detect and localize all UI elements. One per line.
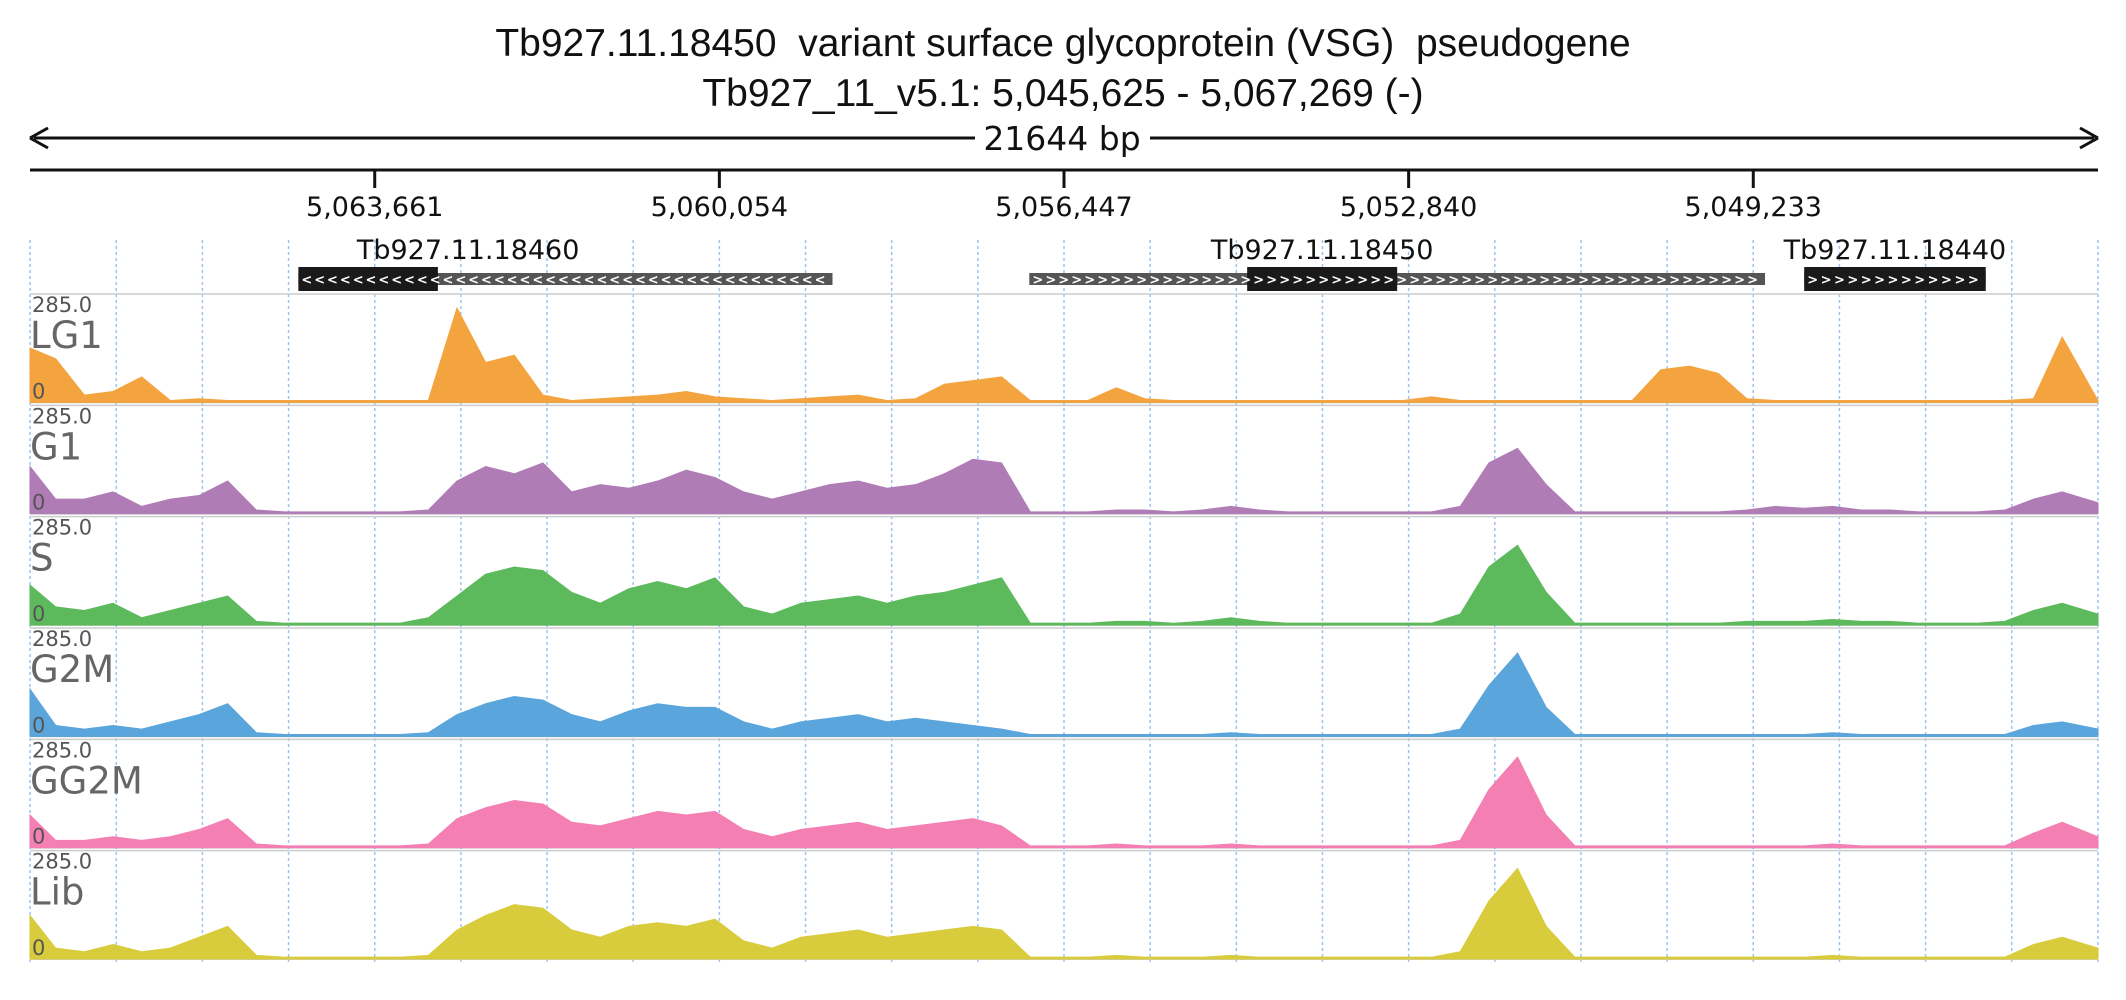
track-ymin-label: 0 [32, 936, 45, 960]
coverage-area [29, 544, 2099, 626]
span-arrow-right-icon [2079, 126, 2099, 150]
track-ymax-label: 285.0 [32, 404, 92, 428]
coverage-track-lg1: 285.0 0 LG1 [29, 293, 2099, 403]
track-ymin-label: 0 [32, 825, 45, 849]
coverage-area [29, 306, 2099, 403]
axis-tick-label: 5,049,233 [1685, 192, 1822, 223]
strand-arrows-icon: <<<<<<<<<<<<<<<<<<<<<<<<<<<<<<<<<<<<<<<<… [301, 273, 827, 288]
track-name-label: LG1 [30, 314, 103, 357]
gene-label: Tb927.11.18460 [356, 235, 580, 266]
track-name-label: Lib [30, 871, 84, 914]
strand-arrows-icon: >>>>>>>>>>>>>>>>>>>>>>>>>>>>>>>>>>>>>>>>… [1032, 273, 1760, 288]
track-ymin-label: 0 [32, 713, 45, 737]
track-ymin-label: 0 [32, 602, 45, 626]
axis-tick-label: 5,056,447 [995, 192, 1132, 223]
coverage-track-s: 285.0 0 S [29, 516, 2099, 626]
track-ymax-label: 285.0 [32, 516, 92, 540]
track-ymax-label: 285.0 [32, 738, 92, 762]
gene-label: Tb927.11.18440 [1783, 235, 2007, 266]
gene-cds-box [298, 267, 438, 291]
gene-feature: >>>>>>>>>>>>> Tb927.11.18440 [1783, 235, 2007, 291]
track-ymin-label: 0 [32, 491, 45, 515]
figure-title: Tb927.11.18450 variant surface glycoprot… [495, 22, 1631, 65]
coverage-area [29, 756, 2099, 849]
track-ymax-label: 285.0 [32, 850, 92, 874]
coverage-area [29, 652, 2099, 737]
coverage-track-lib: 285.0 0 Lib [29, 850, 2099, 960]
gene-cds-box [1247, 267, 1398, 291]
track-name-label: GG2M [30, 759, 143, 802]
gene-feature: <<<<<<<<<<<<<<<<<<<<<<<<<<<<<<<<<<<<<<<<… [298, 235, 833, 291]
coverage-track-g2m: 285.0 0 G2M [29, 627, 2099, 737]
axis-tick-label: 5,052,840 [1340, 192, 1477, 223]
figure-subtitle: Tb927_11_v5.1: 5,045,625 - 5,067,269 (-) [702, 72, 1424, 115]
track-ymax-label: 285.0 [32, 627, 92, 651]
track-name-label: G1 [30, 425, 82, 468]
coverage-track-gg2m: 285.0 0 GG2M [29, 738, 2099, 849]
span-arrow-left-icon [29, 126, 49, 150]
gene-cds-box [1804, 267, 1986, 291]
track-name-label: S [30, 537, 54, 580]
coverage-area [29, 447, 2099, 515]
track-ymin-label: 0 [32, 379, 45, 403]
coverage-track-g1: 285.0 0 G1 [29, 404, 2099, 515]
gene-label: Tb927.11.18450 [1210, 235, 1434, 266]
track-name-label: G2M [30, 648, 114, 691]
axis-tick-label: 5,060,054 [651, 192, 788, 223]
span-label: 21644 bp [983, 119, 1140, 158]
coverage-area [29, 867, 2099, 960]
gene-feature: >>>>>>>>>>>>>>>>>>>>>>>>>>>>>>>>>>>>>>>>… [1029, 235, 1766, 291]
axis-tick-label: 5,063,661 [306, 192, 443, 223]
track-ymax-label: 285.0 [32, 293, 92, 317]
strand-arrows-icon: >>>>>>>>>>>>> [1807, 273, 1981, 288]
